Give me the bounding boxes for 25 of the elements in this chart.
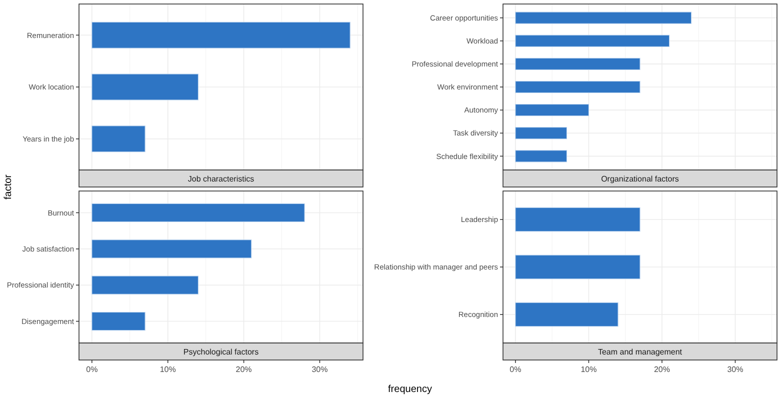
- x-tick-label: 10%: [580, 365, 597, 374]
- bar: [92, 276, 199, 294]
- bar: [92, 203, 305, 222]
- x-tick-label: 20%: [654, 365, 670, 374]
- bar: [515, 34, 670, 47]
- bar: [515, 127, 568, 140]
- text: Psychological factors: [183, 347, 259, 356]
- bar: [515, 58, 640, 70]
- x-tick-label: 30%: [312, 365, 328, 374]
- x-tick-label: 10%: [160, 365, 176, 374]
- x-tick-label: 0%: [86, 365, 98, 374]
- bar: [515, 150, 568, 162]
- text: Team and management: [598, 347, 683, 356]
- x-tick-label: 30%: [727, 365, 744, 374]
- text: Job characteristics: [188, 174, 254, 184]
- bar: [515, 104, 590, 116]
- x-axis-title: frequency: [388, 384, 432, 395]
- x-tick-label: 0%: [510, 365, 522, 374]
- x-tick-label: 20%: [236, 365, 252, 374]
- y-axis-title: factor: [3, 174, 14, 200]
- bar: [92, 240, 252, 258]
- bar: [515, 12, 692, 24]
- text: Organizational factors: [601, 174, 679, 184]
- bar: [515, 80, 640, 94]
- bar: [92, 312, 146, 331]
